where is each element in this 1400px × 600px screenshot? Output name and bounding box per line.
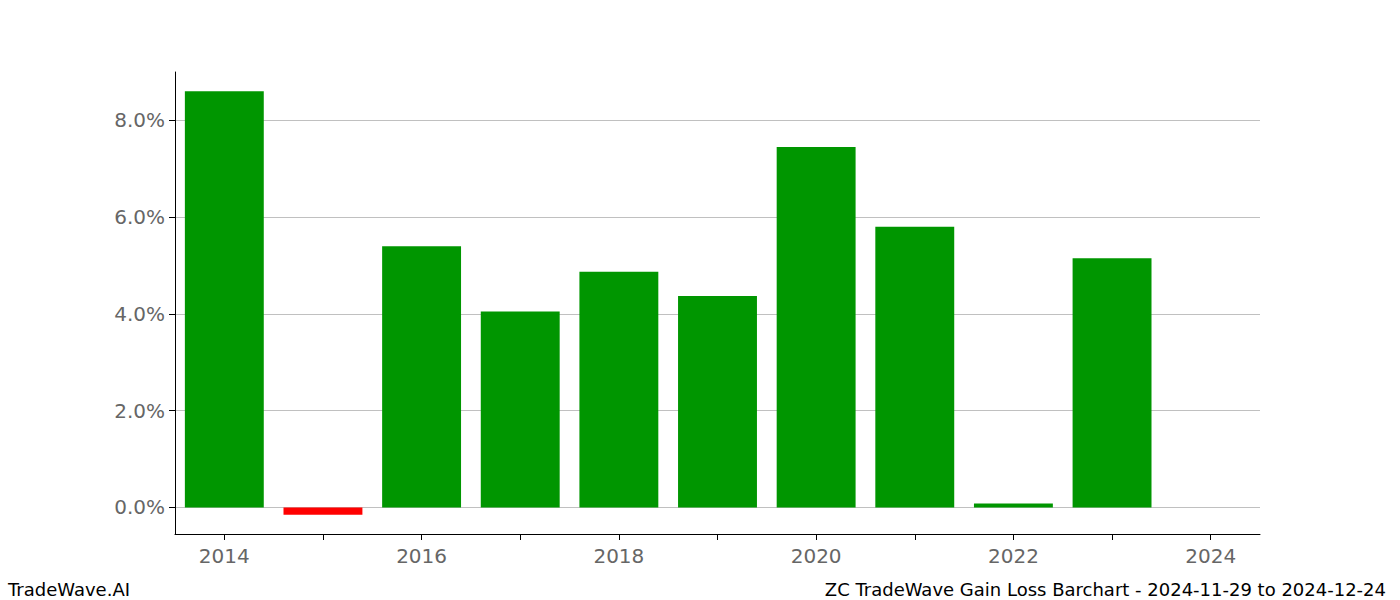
svg-text:2.0%: 2.0% — [114, 399, 165, 423]
svg-text:0.0%: 0.0% — [114, 495, 165, 519]
svg-text:6.0%: 6.0% — [114, 205, 165, 229]
svg-text:8.0%: 8.0% — [114, 108, 165, 132]
svg-text:2024: 2024 — [1185, 544, 1236, 568]
svg-text:2022: 2022 — [988, 544, 1039, 568]
svg-text:2016: 2016 — [396, 544, 447, 568]
svg-text:ZC TradeWave Gain Loss Barchar: ZC TradeWave Gain Loss Barchart - 2024-1… — [825, 579, 1386, 600]
svg-text:TradeWave.AI: TradeWave.AI — [7, 579, 130, 600]
svg-text:2018: 2018 — [593, 544, 644, 568]
svg-text:2020: 2020 — [791, 544, 842, 568]
svg-text:4.0%: 4.0% — [114, 302, 165, 326]
svg-text:2014: 2014 — [199, 544, 250, 568]
